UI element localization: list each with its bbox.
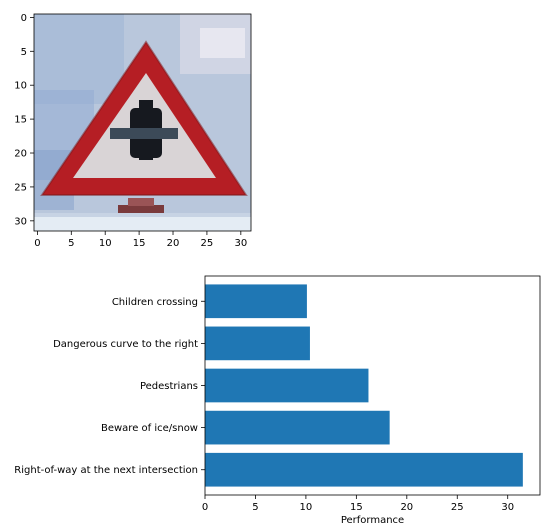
x-tick-label: 20 [400,502,413,513]
bar-axes-frame [204,275,541,496]
category-label: Children crossing [112,297,198,308]
sign-border-shadow [40,40,248,196]
image-y-tick-label: 15 [14,115,27,126]
x-tick-label: 0 [202,502,208,513]
image-x-tick-label: 5 [68,238,74,249]
sign-post-base [118,205,164,213]
image-x-tick-label: 0 [34,238,40,249]
bar-chart-panel: Right-of-way at the next intersection Bew… [14,275,541,526]
image-y-tick-label: 20 [14,149,27,160]
intersection-symbol [110,100,178,160]
x-axis-label: Performance [341,515,404,526]
image-x-tick-label: 20 [167,238,180,249]
bar [205,284,307,319]
image-x-ticks: 0 5 10 15 20 25 30 [34,231,247,249]
image-y-tick-label: 25 [14,182,27,193]
image-y-tick-label: 0 [21,13,27,24]
sign-image-panel: 0 5 10 15 20 25 30 0 5 10 15 20 25 30 [14,13,252,249]
bars-group [205,284,523,487]
bar [205,410,390,445]
x-tick-label: 5 [252,502,258,513]
sky-light-patch [200,28,245,58]
image-x-tick-label: 25 [201,238,214,249]
x-tick-label: 15 [350,502,363,513]
image-y-tick-label: 30 [14,216,27,227]
bottom-strip [34,215,251,231]
category-label: Dangerous curve to the right [53,339,198,350]
symbol-horizontal-bar [110,128,178,139]
image-x-tick-label: 10 [99,238,112,249]
bar-x-ticks: 0 5 10 15 20 25 30 [202,495,514,513]
x-tick-label: 30 [501,502,514,513]
bar [205,326,310,361]
category-label: Right-of-way at the next intersection [14,465,198,476]
sign-image [34,14,251,231]
image-axes-frame [33,13,252,232]
sky-blue-patch [34,14,124,104]
image-x-tick-label: 30 [234,238,247,249]
bar [205,368,369,403]
image-y-ticks: 0 5 10 15 20 25 30 [14,13,34,227]
x-tick-label: 10 [300,502,313,513]
image-x-tick-label: 15 [133,238,146,249]
image-y-tick-label: 10 [14,81,27,92]
bar [205,452,523,487]
x-tick-label: 25 [451,502,464,513]
image-y-tick-label: 5 [21,47,27,58]
bottom-strip-edge [34,213,251,217]
category-label: Beware of ice/snow [101,423,198,434]
category-labels: Right-of-way at the next intersection Bew… [14,297,205,476]
category-label: Pedestrians [140,381,198,392]
sign-post [128,198,154,206]
